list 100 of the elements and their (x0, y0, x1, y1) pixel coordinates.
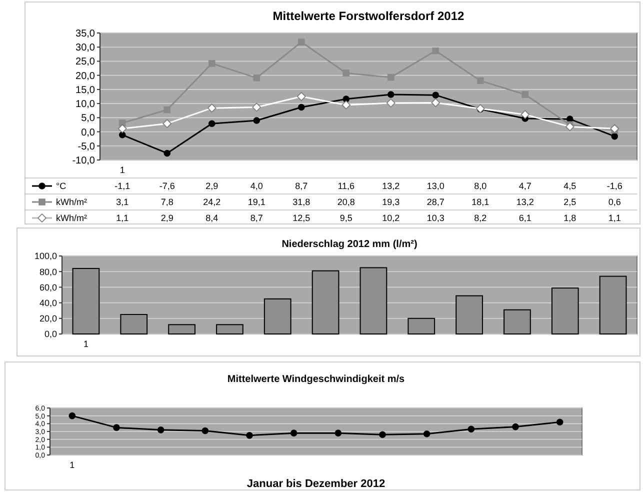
data-label: 8,2 (474, 213, 487, 224)
data-label: 19,1 (248, 197, 266, 208)
data-label: 11,6 (338, 181, 355, 192)
point (246, 432, 253, 439)
data-label: 10,2 (382, 213, 400, 224)
data-label: 1,1 (608, 213, 621, 224)
point (468, 426, 475, 433)
data-label: 8,0 (474, 181, 487, 192)
x-tick-label: 1 (83, 339, 88, 350)
point (208, 60, 216, 67)
y-tick-label: -10,0 (72, 156, 96, 166)
data-label: 4,5 (564, 181, 576, 192)
data-label: 1,8 (564, 213, 576, 224)
data-label: 9,5 (340, 213, 352, 224)
point (387, 74, 394, 81)
point (610, 124, 620, 134)
data-label: 13,2 (516, 197, 534, 208)
y-tick-label: 25,0 (76, 56, 96, 68)
chart-title: Niederschlag 2012 mm (l/m²) (282, 239, 418, 250)
point (164, 106, 171, 114)
point (208, 120, 216, 127)
data-label: 13,2 (382, 181, 400, 192)
data-label: -1,6 (606, 181, 622, 192)
y-tick-label: 0,0 (44, 329, 57, 340)
point (342, 100, 351, 110)
data-label: 12,5 (292, 213, 310, 224)
point (298, 38, 305, 46)
point (566, 116, 574, 122)
bar (312, 270, 340, 334)
point (342, 96, 350, 102)
bar (120, 314, 148, 334)
data-label: 28,7 (426, 197, 444, 208)
point (512, 423, 519, 430)
data-label: 13,0 (426, 181, 444, 192)
y-tick-label: 15,0 (76, 84, 96, 96)
legend-label: °C (56, 181, 67, 192)
bar (456, 295, 483, 334)
y-tick-label: 60,0 (39, 282, 57, 292)
bar (264, 298, 292, 334)
point (611, 132, 618, 140)
bar (216, 324, 244, 334)
chart-title: Mittelwerte Forstwolfersdorf 2012 (272, 9, 465, 23)
point (118, 124, 127, 134)
point (432, 47, 440, 54)
bar (168, 324, 196, 334)
point (118, 131, 126, 138)
x-tick-label: 1 (70, 460, 75, 470)
bar (599, 276, 627, 334)
point (520, 110, 530, 119)
y-tick-label: 10,0 (76, 99, 96, 110)
point (253, 117, 260, 124)
point (113, 424, 120, 431)
point (522, 91, 529, 98)
point (162, 119, 172, 128)
y-tick-label: 20,0 (76, 70, 96, 82)
point (164, 150, 171, 157)
bar (551, 287, 579, 334)
data-label: 19,3 (382, 197, 400, 208)
point (556, 418, 564, 426)
legend-label: kWh/m² (56, 197, 87, 208)
y-tick-label: 30,0 (76, 42, 96, 54)
point (290, 430, 298, 436)
data-label: 8,4 (206, 213, 218, 224)
y-tick-label: 35,0 (76, 28, 96, 40)
point (431, 98, 440, 108)
data-label: 2,5 (564, 197, 576, 208)
point (432, 92, 440, 98)
bar (360, 267, 388, 334)
y-tick-label: 100,0 (34, 251, 57, 262)
data-label: 20,8 (337, 197, 355, 208)
y-tick-label: 80,0 (39, 266, 57, 277)
point (207, 104, 216, 112)
data-label: 6,1 (518, 213, 532, 224)
point (202, 427, 209, 434)
legend-label: kWh/m² (56, 213, 87, 224)
y-tick-label: 5,0 (81, 113, 96, 124)
data-label: 8,7 (295, 181, 308, 192)
point (298, 104, 305, 111)
point (334, 430, 342, 436)
x-axis-title: Januar bis Dezember 2012 (246, 478, 386, 490)
data-label: 7,8 (160, 197, 174, 208)
data-label: 2,9 (206, 181, 218, 192)
point (68, 412, 76, 420)
chart-title: Mittelwerte Windgeschwindigkeit m/s (227, 374, 406, 385)
point (342, 70, 350, 76)
data-label: 24,2 (203, 197, 221, 208)
bar (504, 309, 531, 334)
data-label: 0,6 (608, 197, 621, 208)
bar (72, 268, 100, 334)
data-label: 2,9 (160, 213, 174, 224)
data-label: -7,6 (159, 181, 175, 192)
data-label: -1,1 (114, 181, 130, 192)
point (387, 91, 394, 98)
point (296, 92, 306, 101)
point (157, 426, 164, 434)
y-tick-label: 0,0 (81, 127, 96, 138)
x-tick-label: 1 (120, 165, 125, 176)
point (379, 431, 386, 438)
point (253, 74, 260, 82)
point (252, 102, 262, 112)
